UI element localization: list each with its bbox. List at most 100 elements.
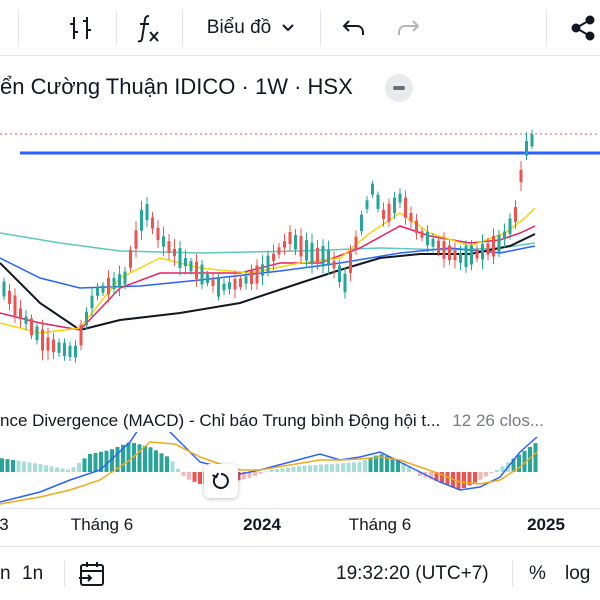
chart-type-label: Biểu đồ	[207, 17, 271, 39]
candle-body	[278, 247, 281, 254]
macd-hist-bar	[171, 461, 175, 472]
candle-body	[129, 250, 132, 268]
candle-body	[531, 134, 534, 146]
percent-scale-button[interactable]: %	[529, 559, 546, 589]
time-axis[interactable]: 3 Tháng 6 2024 Tháng 6 2025	[0, 508, 600, 540]
candle-body	[421, 231, 424, 237]
range-button[interactable]: n	[0, 559, 11, 589]
candle-body	[327, 250, 330, 266]
range-1n-button[interactable]: 1n	[22, 559, 43, 589]
candle-body	[8, 291, 11, 304]
macd-hist-bar	[138, 444, 142, 472]
candle-body	[432, 239, 435, 247]
macd-hist-bar	[484, 472, 488, 476]
macd-hist-bar	[39, 464, 43, 472]
collapse-legend-button[interactable]	[385, 74, 413, 102]
candle-body	[355, 237, 358, 249]
goto-date-button[interactable]	[78, 559, 106, 589]
macd-hist-bar	[17, 461, 21, 472]
macd-hist-bar	[297, 466, 301, 472]
candle-body	[69, 346, 72, 357]
candle-body	[96, 288, 99, 296]
candle-body	[360, 215, 363, 232]
candle-body	[272, 254, 275, 261]
macd-hist-bar	[314, 465, 318, 472]
macd-hist-bar	[286, 468, 290, 472]
macd-hist-bar	[154, 450, 158, 472]
macd-title: nce Divergence (MACD) - Chỉ báo Trung bì…	[0, 411, 440, 431]
candle-body	[36, 327, 39, 341]
clock-timezone[interactable]: 19:32:20 (UTC+7)	[336, 559, 489, 589]
candle-body	[454, 251, 457, 261]
indicators-icon	[69, 15, 95, 41]
candle-body	[85, 312, 88, 326]
candle-body	[228, 282, 231, 289]
candle-body	[41, 329, 44, 350]
macd-hist-bar	[341, 463, 345, 472]
candle-body	[344, 274, 347, 293]
candle-body	[316, 248, 319, 262]
macd-hist-bar	[479, 472, 483, 480]
toolbar-divider	[18, 10, 19, 46]
candle-body	[481, 244, 484, 259]
candle-body	[212, 280, 215, 286]
macd-legend[interactable]: nce Divergence (MACD) - Chỉ báo Trung bì…	[0, 408, 600, 434]
macd-hist-bar	[182, 472, 186, 476]
candle-body	[520, 170, 523, 182]
macd-hist-bar	[94, 453, 98, 472]
candle-body	[245, 276, 248, 283]
chevron-down-icon	[281, 23, 295, 33]
symbol-title: ển Cường Thuận IDICO · 1W · HSX	[0, 74, 353, 100]
candle-body	[190, 261, 193, 271]
macd-hist-bar	[176, 469, 180, 472]
redo-button[interactable]	[390, 8, 426, 48]
candle-body	[151, 217, 154, 228]
fx-icon	[134, 13, 162, 43]
indicators-button[interactable]	[62, 8, 102, 48]
candle-body	[415, 221, 418, 233]
candle-body	[399, 194, 402, 203]
candle-body	[382, 210, 385, 219]
share-button[interactable]	[566, 8, 600, 48]
price-chart-pane[interactable]	[0, 108, 600, 395]
log-scale-button[interactable]: log	[565, 559, 590, 589]
candle-body	[63, 343, 66, 356]
macd-hist-bar	[319, 465, 323, 472]
formula-button[interactable]	[128, 8, 168, 48]
candle-body	[135, 230, 138, 248]
macd-hist-bar	[473, 472, 477, 483]
macd-hist-bar	[165, 456, 169, 472]
macd-hist-bar	[72, 467, 76, 472]
time-tick: 2025	[527, 515, 565, 535]
candle-body	[140, 210, 143, 231]
signal-line	[0, 442, 537, 504]
macd-hist-bar	[308, 465, 312, 472]
candle-body	[124, 271, 127, 284]
macd-hist-bar	[347, 463, 351, 472]
reset-chart-button[interactable]	[204, 464, 238, 498]
macd-hist-bar	[330, 464, 334, 472]
toolbar-divider	[320, 10, 321, 46]
macd-hist-bar	[127, 443, 131, 472]
candle-body	[157, 228, 160, 240]
candle-body	[58, 342, 61, 352]
candle-body	[465, 246, 468, 267]
candle-body	[300, 236, 303, 256]
macd-hist-bar	[0, 458, 4, 472]
macd-pane[interactable]	[0, 432, 600, 508]
toolbar-divider	[546, 10, 547, 46]
candle-body	[294, 235, 297, 249]
candle-body	[223, 284, 226, 291]
macd-hist-bar	[88, 454, 92, 472]
macd-hist-bar	[495, 470, 499, 472]
toolbar-divider	[182, 10, 183, 46]
macd-hist-bar	[352, 462, 356, 472]
candle-body	[289, 232, 292, 244]
undo-button[interactable]	[336, 8, 372, 48]
macd-hist-bar	[462, 472, 466, 488]
candle-body	[338, 266, 341, 282]
candle-body	[179, 248, 182, 268]
candle-body	[366, 200, 369, 209]
chart-type-button[interactable]: Biểu đồ	[196, 8, 306, 48]
candle-body	[250, 270, 253, 284]
